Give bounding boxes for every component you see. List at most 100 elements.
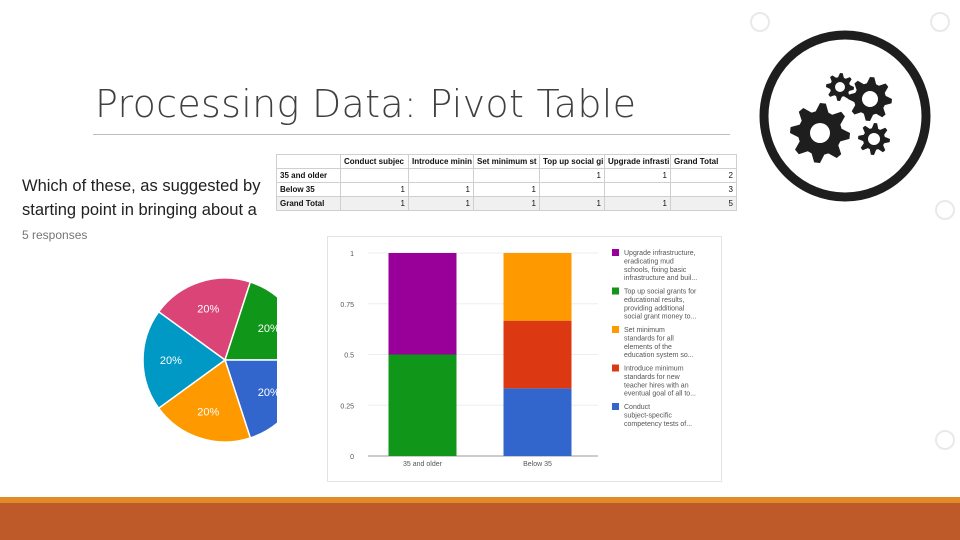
legend-label: elements of the bbox=[624, 344, 672, 351]
y-tick-label: 0.25 bbox=[340, 403, 354, 410]
pie-slice-label: 20% bbox=[197, 304, 219, 316]
bar-segment bbox=[503, 320, 572, 389]
pivot-cell: 1 bbox=[408, 182, 474, 197]
legend-label: Top up social grants for bbox=[624, 289, 697, 296]
y-tick-label: 1 bbox=[350, 251, 354, 258]
legend-label: eventual goal of all to... bbox=[624, 391, 696, 398]
y-tick-label: 0.5 bbox=[344, 353, 354, 360]
legend-swatch bbox=[612, 364, 619, 372]
pivot-cell bbox=[539, 182, 605, 197]
x-tick-label: 35 and older bbox=[403, 461, 443, 468]
stacked-bar-chart: 0 0.25 0.5 0.75 1 35 and older Below 35 Upgrade… bbox=[340, 249, 697, 468]
pivot-header-cell bbox=[276, 154, 341, 169]
x-tick-label: Below 35 bbox=[523, 461, 552, 468]
pie-slice bbox=[223, 359, 277, 439]
legend-label: providing additional bbox=[624, 305, 685, 312]
gear-shape bbox=[848, 77, 892, 121]
legend-label: schools, fixing basic bbox=[624, 267, 687, 274]
pivot-row: Grand Total 1 1 1 1 1 5 bbox=[276, 196, 737, 211]
pivot-header-row: Conduct subjec Introduce minin Set minimum… bbox=[276, 154, 737, 169]
pivot-cell: 1 bbox=[408, 196, 474, 211]
pivot-grid: Conduct subjec Introduce minin Set minimum… bbox=[276, 154, 737, 211]
pivot-header-cell: Grand Total bbox=[670, 154, 737, 169]
gear-shape bbox=[826, 73, 854, 101]
pivot-cell: 1 bbox=[604, 168, 671, 183]
form-question: Which of these, as suggested by starting… bbox=[22, 174, 275, 222]
bar-segment bbox=[388, 354, 457, 456]
pivot-cell bbox=[604, 182, 671, 197]
gears-icon bbox=[756, 27, 934, 205]
pivot-header-cell: Top up social gi bbox=[539, 154, 605, 169]
pie-slice bbox=[223, 281, 277, 361]
question-line-2: starting point in bringing about a bbox=[22, 201, 257, 219]
legend-label: educational results, bbox=[624, 297, 684, 304]
pivot-cell: 1 bbox=[539, 196, 605, 211]
pivot-cell: 2 bbox=[670, 168, 737, 183]
pie-slice-label: 20% bbox=[258, 323, 277, 335]
legend-label: education system so... bbox=[624, 352, 694, 359]
legend-swatch bbox=[612, 287, 619, 295]
pie-slice-label: 20% bbox=[160, 355, 182, 367]
pivot-header-cell: Conduct subjec bbox=[340, 154, 409, 169]
footer-accent-bar bbox=[0, 497, 960, 540]
pivot-cell: 5 bbox=[670, 196, 737, 211]
pie-slice bbox=[157, 277, 252, 362]
gear-shape bbox=[790, 103, 850, 163]
question-line-1: Which of these, as suggested by bbox=[22, 177, 261, 195]
pivot-cell bbox=[340, 168, 409, 183]
legend-label: teacher hires with an bbox=[624, 382, 689, 389]
pivot-row-label: 35 and older bbox=[276, 168, 341, 183]
watermark-icon bbox=[750, 12, 770, 32]
pie-chart-container: 20% 20% 20% 20% 20% bbox=[130, 270, 277, 450]
slide-title: Processing Data: Pivot Table bbox=[95, 82, 637, 126]
legend-label: standards for new bbox=[624, 374, 681, 381]
response-count: 5 responses bbox=[22, 228, 88, 242]
legend-label: subject-specific bbox=[624, 412, 672, 419]
bar-segment bbox=[503, 388, 572, 456]
pivot-row-label: Below 35 bbox=[276, 182, 341, 197]
pivot-cell: 1 bbox=[473, 182, 540, 197]
pivot-cell bbox=[408, 168, 474, 183]
legend-label: Introduce minimum bbox=[624, 366, 684, 373]
pivot-table: Conduct subjec Introduce minin Set minimum… bbox=[276, 154, 737, 211]
pie-slice-label: 20% bbox=[258, 387, 277, 399]
pivot-header-cell: Set minimum st bbox=[473, 154, 540, 169]
watermark-icon bbox=[935, 430, 955, 450]
pivot-header-cell: Introduce minin bbox=[408, 154, 474, 169]
legend-label: standards for all bbox=[624, 335, 674, 342]
legend-label: Conduct bbox=[624, 404, 650, 411]
pivot-cell: 1 bbox=[340, 182, 409, 197]
legend-label: social grant money to... bbox=[624, 314, 696, 321]
gear-shape bbox=[858, 123, 890, 155]
legend-label: Set minimum bbox=[624, 327, 665, 334]
pivot-cell: 1 bbox=[473, 196, 540, 211]
pivot-cell: 1 bbox=[340, 196, 409, 211]
y-tick-label: 0 bbox=[350, 454, 354, 461]
watermark-icon bbox=[930, 12, 950, 32]
legend-swatch bbox=[612, 249, 619, 256]
legend-entry: Upgrade infrastructure,eradicating mud sc… bbox=[624, 250, 697, 282]
pie-slice bbox=[157, 358, 252, 443]
pie-slice bbox=[142, 310, 227, 410]
legend-swatch bbox=[612, 326, 619, 333]
legend-label: Upgrade infrastructure, bbox=[624, 250, 696, 257]
pivot-cell: 3 bbox=[670, 182, 737, 197]
y-tick-label: 0.75 bbox=[340, 302, 354, 309]
legend-label: eradicating mud bbox=[624, 258, 674, 265]
pivot-header-cell: Upgrade infrasti bbox=[604, 154, 671, 169]
legend-swatch bbox=[612, 403, 619, 410]
pivot-row: 35 and older 1 1 2 bbox=[276, 168, 737, 183]
watermark-icon bbox=[935, 200, 955, 220]
pivot-cell: 1 bbox=[604, 196, 671, 211]
pivot-row: Below 35 1 1 1 3 bbox=[276, 182, 737, 197]
pivot-cell bbox=[473, 168, 540, 183]
bar-segment bbox=[503, 253, 572, 321]
pivot-row-label: Grand Total bbox=[276, 196, 341, 211]
stacked-bar-chart-container: 0 0.25 0.5 0.75 1 35 and older Below 35 Upgrade… bbox=[327, 236, 722, 482]
legend-label: infrastructure and buil... bbox=[624, 275, 697, 282]
bar-segment bbox=[388, 253, 457, 355]
